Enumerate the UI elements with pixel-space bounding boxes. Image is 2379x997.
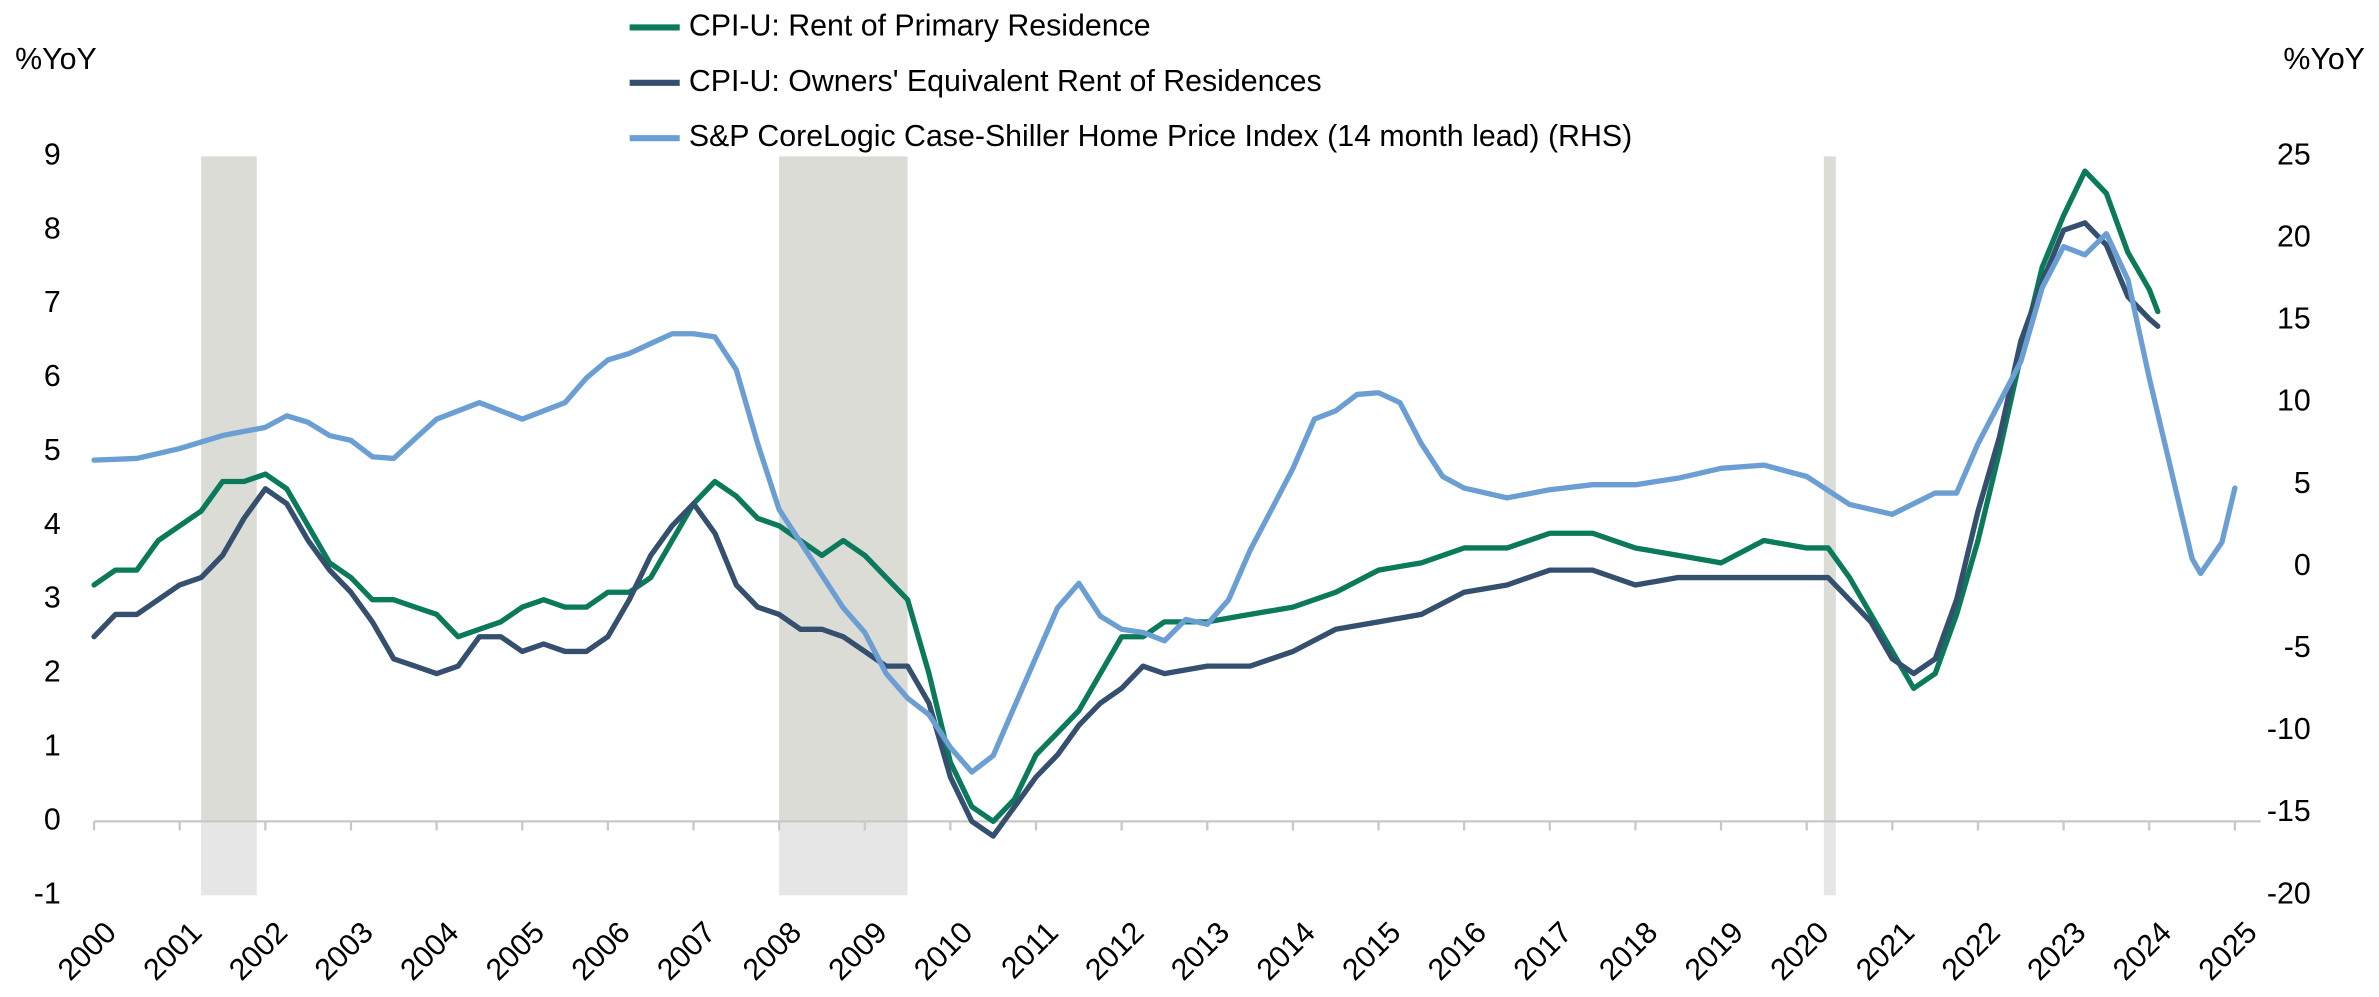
x-tick-label: 2001 [137, 916, 208, 987]
x-tick-label: 2005 [480, 916, 551, 987]
legend-label: CPI-U: Rent of Primary Residence [689, 9, 1151, 42]
y2-tick-label: 20 [2277, 220, 2311, 253]
y2-tick-label: -10 [2267, 713, 2311, 746]
series-line [91, 168, 2161, 825]
y2-tick-label: 25 [2277, 138, 2311, 171]
x-tick-label: 2014 [1251, 916, 1322, 987]
x-tick-label: 2022 [1936, 916, 2007, 987]
y-tick-label: -1 [34, 877, 61, 910]
recession-band-below [201, 821, 257, 896]
y-tick-label: 9 [44, 138, 61, 171]
y2-tick-label: -20 [2267, 877, 2311, 910]
x-tick-label: 2013 [1165, 916, 1236, 987]
x-tick-label: 2021 [1850, 916, 1921, 987]
y-tick-label: 1 [44, 729, 61, 762]
y-tick-label: 4 [44, 508, 61, 541]
x-tick-label: 2003 [309, 916, 380, 987]
y-axis-label: %YoY [15, 43, 97, 76]
recession-band-below [779, 821, 908, 896]
y-tick-label: 5 [44, 434, 61, 467]
x-tick-label: 2019 [1679, 916, 1750, 987]
y2-axis-label: %YoY [2283, 43, 2365, 76]
recession-band-below [1823, 821, 1836, 896]
x-tick-label: 2004 [394, 916, 465, 987]
y2-tick-label: 15 [2277, 303, 2311, 336]
x-tick-label: 2023 [2021, 916, 2092, 987]
y2-tick-label: 10 [2277, 385, 2311, 418]
x-tick-label: 2002 [223, 916, 294, 987]
legend-label: S&P CoreLogic Case-Shiller Home Price In… [689, 120, 1632, 153]
recession-band [201, 156, 257, 822]
x-tick-label: 2009 [823, 916, 894, 987]
y2-tick-label: 0 [2294, 549, 2311, 582]
x-tick-label: 2008 [737, 916, 808, 987]
x-tick-label: 2024 [2107, 916, 2178, 987]
x-tick-label: 2025 [2193, 916, 2264, 987]
y-tick-label: 0 [44, 803, 61, 836]
x-tick-label: 2010 [908, 916, 979, 987]
y-tick-label: 6 [44, 360, 61, 393]
series-line [91, 230, 2238, 775]
x-tick-label: 2017 [1508, 916, 1579, 987]
x-tick-label: 2006 [566, 916, 637, 987]
x-tick-label: 2012 [1079, 916, 1150, 987]
x-tick-label: 2011 [995, 916, 1064, 985]
y-tick-label: 8 [44, 212, 61, 245]
y-tick-label: 3 [44, 582, 61, 615]
x-tick-label: 2015 [1336, 916, 1407, 987]
x-tick-label: 2000 [52, 916, 123, 987]
recession-band [779, 156, 908, 822]
y-tick-label: 2 [44, 656, 61, 689]
x-tick-label: 2018 [1593, 916, 1664, 987]
legend-label: CPI-U: Owners' Equivalent Rent of Reside… [689, 65, 1322, 98]
x-tick-label: 2007 [651, 916, 722, 987]
x-tick-label: 2016 [1422, 916, 1493, 987]
y2-tick-label: 5 [2294, 467, 2311, 500]
y2-tick-label: -15 [2267, 795, 2311, 828]
y-tick-label: 7 [44, 286, 61, 319]
series-line [91, 220, 2161, 839]
x-tick-label: 2020 [1764, 916, 1835, 987]
y2-tick-label: -5 [2284, 631, 2311, 664]
